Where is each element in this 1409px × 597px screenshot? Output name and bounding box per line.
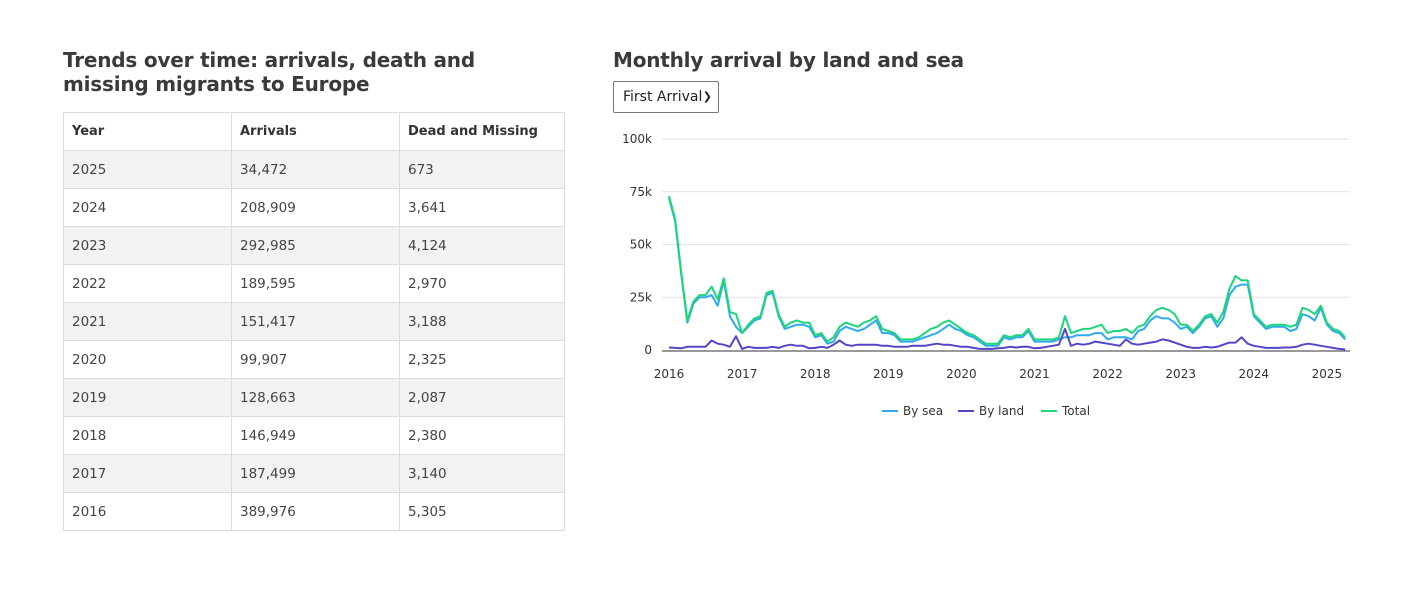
trends-table: Year Arrivals Dead and Missing 2025 34,47… [63,112,565,531]
cell-arrivals: 146,949 [231,416,400,455]
chevron-down-icon: ❯ [702,90,712,103]
series-line-by-sea [668,197,1346,347]
cell-year: 2019 [63,378,232,417]
cell-year: 2025 [63,150,232,189]
cell-year: 2021 [63,302,232,341]
cell-year: 2023 [63,226,232,265]
series-line-total [668,195,1346,345]
x-tick-label: 2019 [873,367,904,381]
header-dead-missing: Dead and Missing [399,112,565,151]
cell-arrivals: 189,595 [231,264,400,303]
trends-panel: Trends over time: arrivals, death and mi… [63,48,565,531]
arrival-type-select[interactable]: First Arrival ❯ [613,81,719,113]
header-arrivals: Arrivals [231,112,400,151]
cell-dead-missing: 2,380 [399,416,565,455]
header-year: Year [63,112,232,151]
cell-dead-missing: 5,305 [399,492,565,531]
cell-dead-missing: 673 [399,150,565,189]
cell-year: 2016 [63,492,232,531]
x-tick-label: 2025 [1312,367,1343,381]
x-tick-label: 2020 [946,367,977,381]
x-tick-label: 2022 [1092,367,1123,381]
cell-dead-missing: 3,188 [399,302,565,341]
cell-arrivals: 151,417 [231,302,400,341]
trends-title: Trends over time: arrivals, death and mi… [63,48,475,96]
cell-arrivals: 389,976 [231,492,400,531]
x-tick-label: 2016 [654,367,685,381]
cell-arrivals: 128,663 [231,378,400,417]
cell-arrivals: 208,909 [231,188,400,227]
cell-dead-missing: 3,140 [399,454,565,493]
table-row: 2021 151,417 3,188 [63,302,565,341]
table-row: 2025 34,472 673 [63,150,565,189]
table-row: 2023 292,985 4,124 [63,226,565,265]
y-tick-label: 50k [630,238,652,252]
cell-arrivals: 187,499 [231,454,400,493]
cell-dead-missing: 2,970 [399,264,565,303]
cell-year: 2022 [63,264,232,303]
table-row: 2018 146,949 2,380 [63,416,565,455]
cell-year: 2024 [63,188,232,227]
monthly-title: Monthly arrival by land and sea [613,48,964,72]
table-row: 2024 208,909 3,641 [63,188,565,227]
monthly-arrivals-panel: Monthly arrival by land and sea First Ar… [613,48,1353,113]
table-row: 2016 389,976 5,305 [63,492,565,531]
cell-arrivals: 99,907 [231,340,400,379]
x-tick-label: 2024 [1239,367,1270,381]
select-value: First Arrival [623,89,703,105]
y-tick-label: 25k [630,290,652,304]
y-tick-label: 100k [622,132,652,146]
cell-year: 2020 [63,340,232,379]
y-tick-label: 0 [644,343,652,357]
y-tick-label: 75k [630,185,652,199]
x-tick-label: 2017 [727,367,758,381]
table-row: 2022 189,595 2,970 [63,264,565,303]
table-row: 2019 128,663 2,087 [63,378,565,417]
legend-label-by-sea: By sea [903,404,943,418]
x-tick-label: 2021 [1019,367,1050,381]
cell-dead-missing: 3,641 [399,188,565,227]
table-row: 2017 187,499 3,140 [63,454,565,493]
table-header-row: Year Arrivals Dead and Missing [63,112,565,151]
series-line-by-land [668,327,1346,351]
x-tick-label: 2023 [1165,367,1196,381]
cell-arrivals: 34,472 [231,150,400,189]
cell-arrivals: 292,985 [231,226,400,265]
legend-label-by-land: By land [979,404,1024,418]
legend-label-total: Total [1061,404,1090,418]
table-row: 2020 99,907 2,325 [63,340,565,379]
x-tick-label: 2018 [800,367,831,381]
cell-year: 2017 [63,454,232,493]
